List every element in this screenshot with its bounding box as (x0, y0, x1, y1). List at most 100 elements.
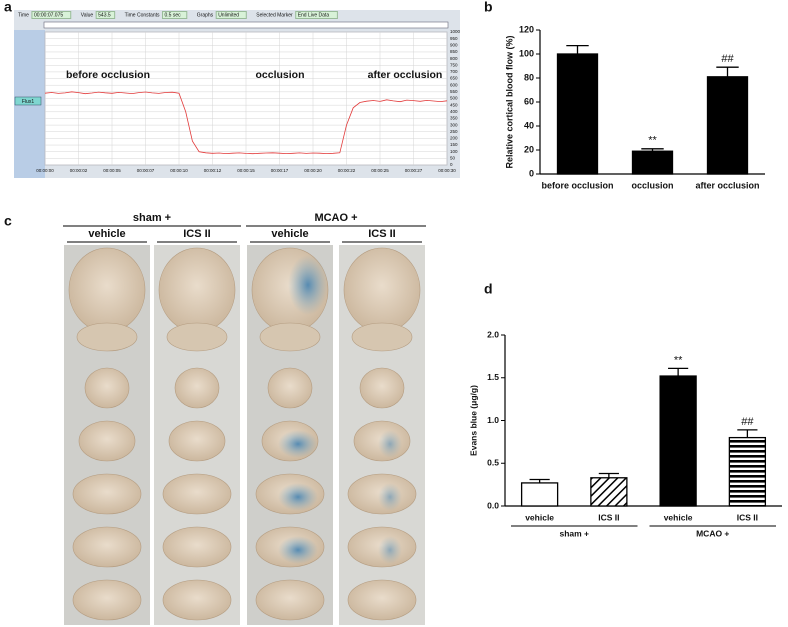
y-tick-label: 750 (450, 62, 458, 67)
panel-label: b (484, 0, 493, 15)
x-tick-label: 00:00:25 (371, 168, 389, 173)
y-tick-label: 500 (450, 96, 458, 101)
group-label: MCAO + (314, 212, 357, 224)
bar (556, 53, 599, 175)
y-tick-label: 850 (450, 49, 458, 54)
y-tick-label: 80 (524, 72, 534, 82)
header-field (95, 11, 116, 19)
y-tick-label: 100 (450, 149, 458, 154)
brain-slice (162, 473, 232, 515)
column-label: ICS II (183, 228, 211, 240)
brain-slice (162, 526, 232, 568)
significance: ** (648, 135, 657, 147)
dye-stain (378, 483, 402, 511)
group-label: sham + (559, 528, 589, 538)
dye-stain (378, 430, 402, 458)
brain-slice (347, 579, 417, 621)
y-tick-label: 120 (519, 24, 534, 34)
y-tick-label: 0 (450, 162, 453, 167)
x-tick-label: before occlusion (541, 180, 613, 190)
channel-button[interactable] (14, 96, 42, 106)
y-tick-label: 150 (450, 142, 458, 147)
panel-label: a (4, 0, 12, 15)
dye-stain (278, 536, 318, 564)
scroll-bar[interactable] (43, 21, 449, 29)
header-label: Graphs (197, 12, 214, 18)
header-label: Selected Marker (256, 12, 293, 18)
brain-slice (78, 420, 136, 462)
y-tick-label: 60 (524, 96, 534, 106)
brain-slice (84, 367, 130, 409)
column-label: vehicle (271, 228, 308, 240)
header-label: Time Constants (125, 12, 160, 18)
header-value: 543.5 (98, 12, 111, 18)
x-tick-label: ICS II (598, 512, 619, 522)
brain-slice (174, 367, 220, 409)
x-tick-label: 00:00:22 (338, 168, 356, 173)
y-tick-label: 100 (519, 48, 534, 58)
bar (631, 150, 674, 175)
y-tick-label: 950 (450, 36, 458, 41)
y-tick-label: 550 (450, 89, 458, 94)
x-tick-label: 00:00:12 (204, 168, 222, 173)
cerebellum (259, 322, 321, 352)
dye-stain (288, 255, 328, 315)
x-tick-label: 00:00:20 (304, 168, 322, 173)
x-tick-label: 00:00:07 (137, 168, 155, 173)
annotation: before occlusion (66, 69, 150, 81)
annotation: after occlusion (368, 69, 443, 81)
y-tick-label: 700 (450, 69, 458, 74)
header-field (31, 11, 72, 19)
header-field (295, 11, 338, 19)
brain-slice (72, 579, 142, 621)
whole-brain (158, 247, 236, 333)
y-axis-label: Evans blue (μg/g) (468, 385, 478, 456)
x-tick-label: 00:00:05 (103, 168, 121, 173)
y-tick-label: 1000 (450, 29, 461, 34)
x-tick-label: 00:00:30 (438, 168, 456, 173)
significance: ## (721, 53, 734, 65)
panel-label: c (4, 213, 12, 229)
y-tick-label: 0 (529, 168, 534, 178)
brain-slice (72, 526, 142, 568)
trace-line (44, 91, 448, 155)
header-label: Value (81, 12, 94, 18)
bar (659, 375, 697, 507)
whole-brain (68, 247, 146, 333)
y-tick-label: 200 (450, 136, 458, 141)
dye-stain (278, 430, 318, 458)
x-tick-label: 00:00:02 (70, 168, 88, 173)
dye-stain (378, 536, 402, 564)
y-tick-label: 20 (524, 144, 534, 154)
brain-slice (168, 420, 226, 462)
y-tick-label: 450 (450, 102, 458, 107)
bar (706, 76, 749, 175)
y-tick-label: 50 (450, 156, 456, 161)
y-tick-label: 600 (450, 82, 458, 87)
y-tick-label: 1.0 (487, 415, 499, 425)
cerebellum (166, 322, 228, 352)
brain-slice (72, 473, 142, 515)
group-label: sham + (133, 212, 171, 224)
column-label: ICS II (368, 228, 396, 240)
group-label: MCAO + (696, 528, 729, 538)
header-field (161, 11, 188, 19)
brain-slice (162, 579, 232, 621)
y-tick-label: 400 (450, 109, 458, 114)
y-tick-label: 1.5 (487, 372, 499, 382)
header-value: Unlimited (218, 12, 239, 18)
y-tick-label: 40 (524, 120, 534, 130)
x-tick-label: 00:00:27 (405, 168, 423, 173)
column-label: vehicle (88, 228, 125, 240)
header-value: End Live Data (298, 12, 330, 18)
x-tick-label: 00:00:17 (271, 168, 289, 173)
x-tick-label: occlusion (631, 180, 673, 190)
x-tick-label: 00:00:00 (36, 168, 54, 173)
y-tick-label: 900 (450, 42, 458, 47)
cerebellum (351, 322, 413, 352)
brain-slice (359, 367, 405, 409)
x-tick-label: 00:00:10 (170, 168, 188, 173)
header-field (215, 11, 247, 19)
